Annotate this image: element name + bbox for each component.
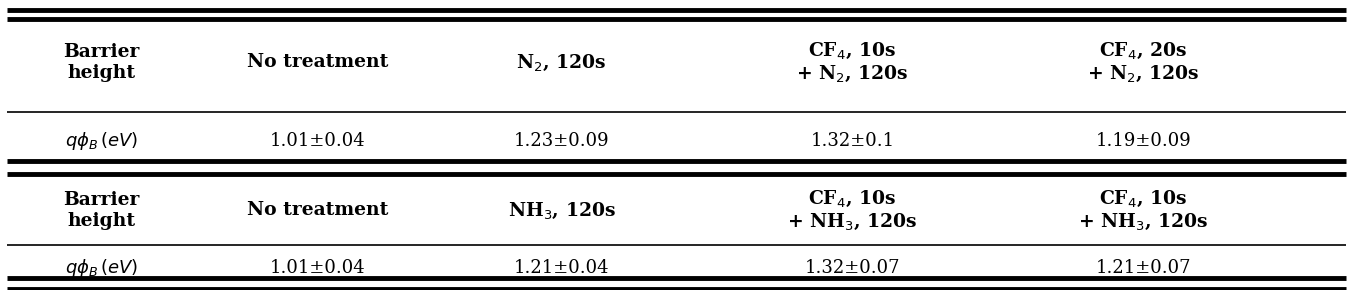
Text: Barrier
height: Barrier height bbox=[64, 191, 139, 230]
Text: CF$_4$, 20s
+ N$_2$, 120s: CF$_4$, 20s + N$_2$, 120s bbox=[1086, 40, 1200, 84]
Text: No treatment: No treatment bbox=[248, 53, 388, 71]
Text: $q\phi_B\,(eV)$: $q\phi_B\,(eV)$ bbox=[65, 130, 138, 152]
Text: 1.21±0.04: 1.21±0.04 bbox=[514, 259, 609, 277]
Text: N$_2$, 120s: N$_2$, 120s bbox=[517, 52, 606, 73]
Text: 1.32±0.1: 1.32±0.1 bbox=[810, 132, 894, 150]
Text: 1.19±0.09: 1.19±0.09 bbox=[1096, 132, 1191, 150]
Text: Barrier
height: Barrier height bbox=[64, 43, 139, 82]
Text: CF$_4$, 10s
+ NH$_3$, 120s: CF$_4$, 10s + NH$_3$, 120s bbox=[787, 188, 917, 232]
Text: 1.23±0.09: 1.23±0.09 bbox=[514, 132, 609, 150]
Text: 1.32±0.07: 1.32±0.07 bbox=[805, 259, 900, 277]
Text: No treatment: No treatment bbox=[248, 201, 388, 219]
Text: 1.21±0.07: 1.21±0.07 bbox=[1096, 259, 1191, 277]
Text: $q\phi_B\,(eV)$: $q\phi_B\,(eV)$ bbox=[65, 257, 138, 279]
Text: 1.01±0.04: 1.01±0.04 bbox=[271, 132, 365, 150]
Text: NH$_3$, 120s: NH$_3$, 120s bbox=[507, 200, 616, 221]
Text: CF$_4$, 10s
+ N$_2$, 120s: CF$_4$, 10s + N$_2$, 120s bbox=[796, 40, 909, 84]
Text: CF$_4$, 10s
+ NH$_3$, 120s: CF$_4$, 10s + NH$_3$, 120s bbox=[1078, 188, 1208, 232]
Text: 1.01±0.04: 1.01±0.04 bbox=[271, 259, 365, 277]
